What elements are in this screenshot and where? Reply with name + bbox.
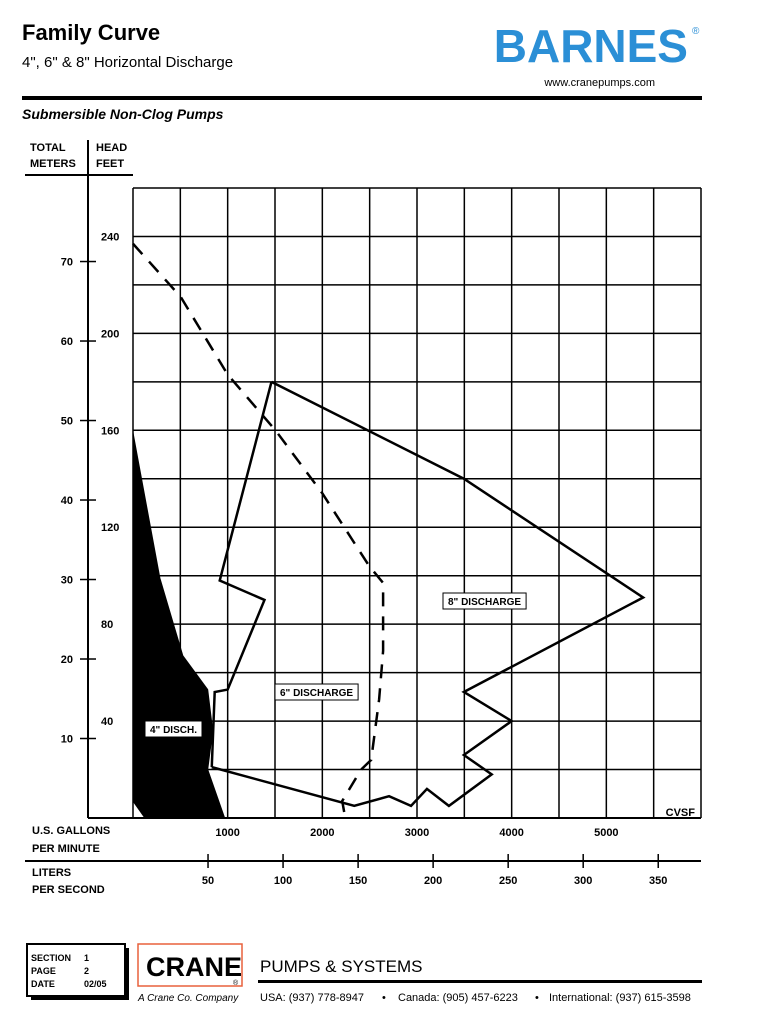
x2-tick-label: 200 <box>424 875 442 887</box>
y2-tick-label: 50 <box>61 416 73 428</box>
series-label: 6" DISCHARGE <box>280 688 353 699</box>
division: PUMPS & SYSTEMS <box>260 957 422 976</box>
section-box <box>26 943 126 997</box>
crane-box <box>137 943 243 987</box>
bullet: • <box>382 992 386 1004</box>
header-rule <box>22 96 702 100</box>
x-tick-label: 3000 <box>405 827 429 839</box>
company-mark: ® <box>233 979 239 987</box>
contact: USA: (937) 778-8947 <box>260 992 364 1004</box>
series-label: 8" DISCHARGE <box>448 597 521 608</box>
x2-tick-label: 150 <box>349 875 367 887</box>
bullet: • <box>535 992 539 1004</box>
y2-tick-label: 10 <box>61 734 73 746</box>
x2-label: LITERS <box>32 867 71 879</box>
section-value: 2 <box>84 966 89 976</box>
x2-tick-label: 300 <box>574 875 592 887</box>
label-box <box>442 592 527 610</box>
series-label: 4" DISCH. <box>150 725 197 736</box>
label-box <box>144 720 203 738</box>
y2-label: METERS <box>30 158 76 170</box>
section-label: PAGE <box>31 966 56 976</box>
annotation: CVSF <box>666 807 696 819</box>
subtitle: 4", 6" & 8" Horizontal Discharge <box>22 54 233 71</box>
y-tick-label: 80 <box>101 619 113 631</box>
line <box>210 381 273 768</box>
y2-tick-label: 30 <box>61 575 73 587</box>
section-value: 1 <box>84 953 89 963</box>
x2-tick-label: 350 <box>649 875 667 887</box>
section-value: 02/05 <box>84 979 107 989</box>
y2-tick-label: 40 <box>61 495 73 507</box>
x-tick-label: 4000 <box>499 827 523 839</box>
y2-tick-label: 20 <box>61 654 73 666</box>
x2-tick-label: 250 <box>499 875 517 887</box>
y-label: HEAD <box>96 142 127 154</box>
x-tick-label: 5000 <box>594 827 618 839</box>
brand-mark: ® <box>692 26 700 37</box>
brand-logo: BARNES <box>494 20 688 72</box>
y-tick-label: 200 <box>101 328 119 340</box>
company-logo: CRANE <box>146 952 242 982</box>
footer: CRANE ® A Crane Co. Company PUMPS & SYST… <box>26 943 702 1004</box>
label-box <box>274 683 359 701</box>
line <box>211 380 646 808</box>
section-title: Submersible Non-Clog Pumps <box>22 106 224 122</box>
y2-tick-label: 70 <box>61 257 73 269</box>
x-label: PER MINUTE <box>32 843 100 855</box>
y-tick-label: 240 <box>101 231 119 243</box>
y2-tick-label: 60 <box>61 336 73 348</box>
y-label: FEET <box>96 158 124 170</box>
x-tick-label: 1000 <box>215 827 239 839</box>
x2-label: PER SECOND <box>32 884 105 896</box>
x2-tick-label: 50 <box>202 875 214 887</box>
y2-label: TOTAL <box>30 142 66 154</box>
x-tick-label: 2000 <box>310 827 334 839</box>
y-tick-label: 120 <box>101 522 119 534</box>
url: www.cranepumps.com <box>543 77 655 89</box>
title: Family Curve <box>22 20 160 45</box>
contact: International: (937) 615-3598 <box>549 992 691 1004</box>
company-note: A Crane Co. Company <box>137 993 239 1004</box>
y-tick-label: 160 <box>101 425 119 437</box>
footer-rule <box>258 980 702 983</box>
section-label: DATE <box>31 979 55 989</box>
y-tick-label: 40 <box>101 716 113 728</box>
chart: TOTAL METERS HEAD FEET U.S. GALLONS PER … <box>25 140 702 896</box>
section-label: SECTION <box>31 953 71 963</box>
x-label: U.S. GALLONS <box>32 825 110 837</box>
contact: Canada: (905) 457-6223 <box>398 992 518 1004</box>
x2-tick-label: 100 <box>274 875 292 887</box>
